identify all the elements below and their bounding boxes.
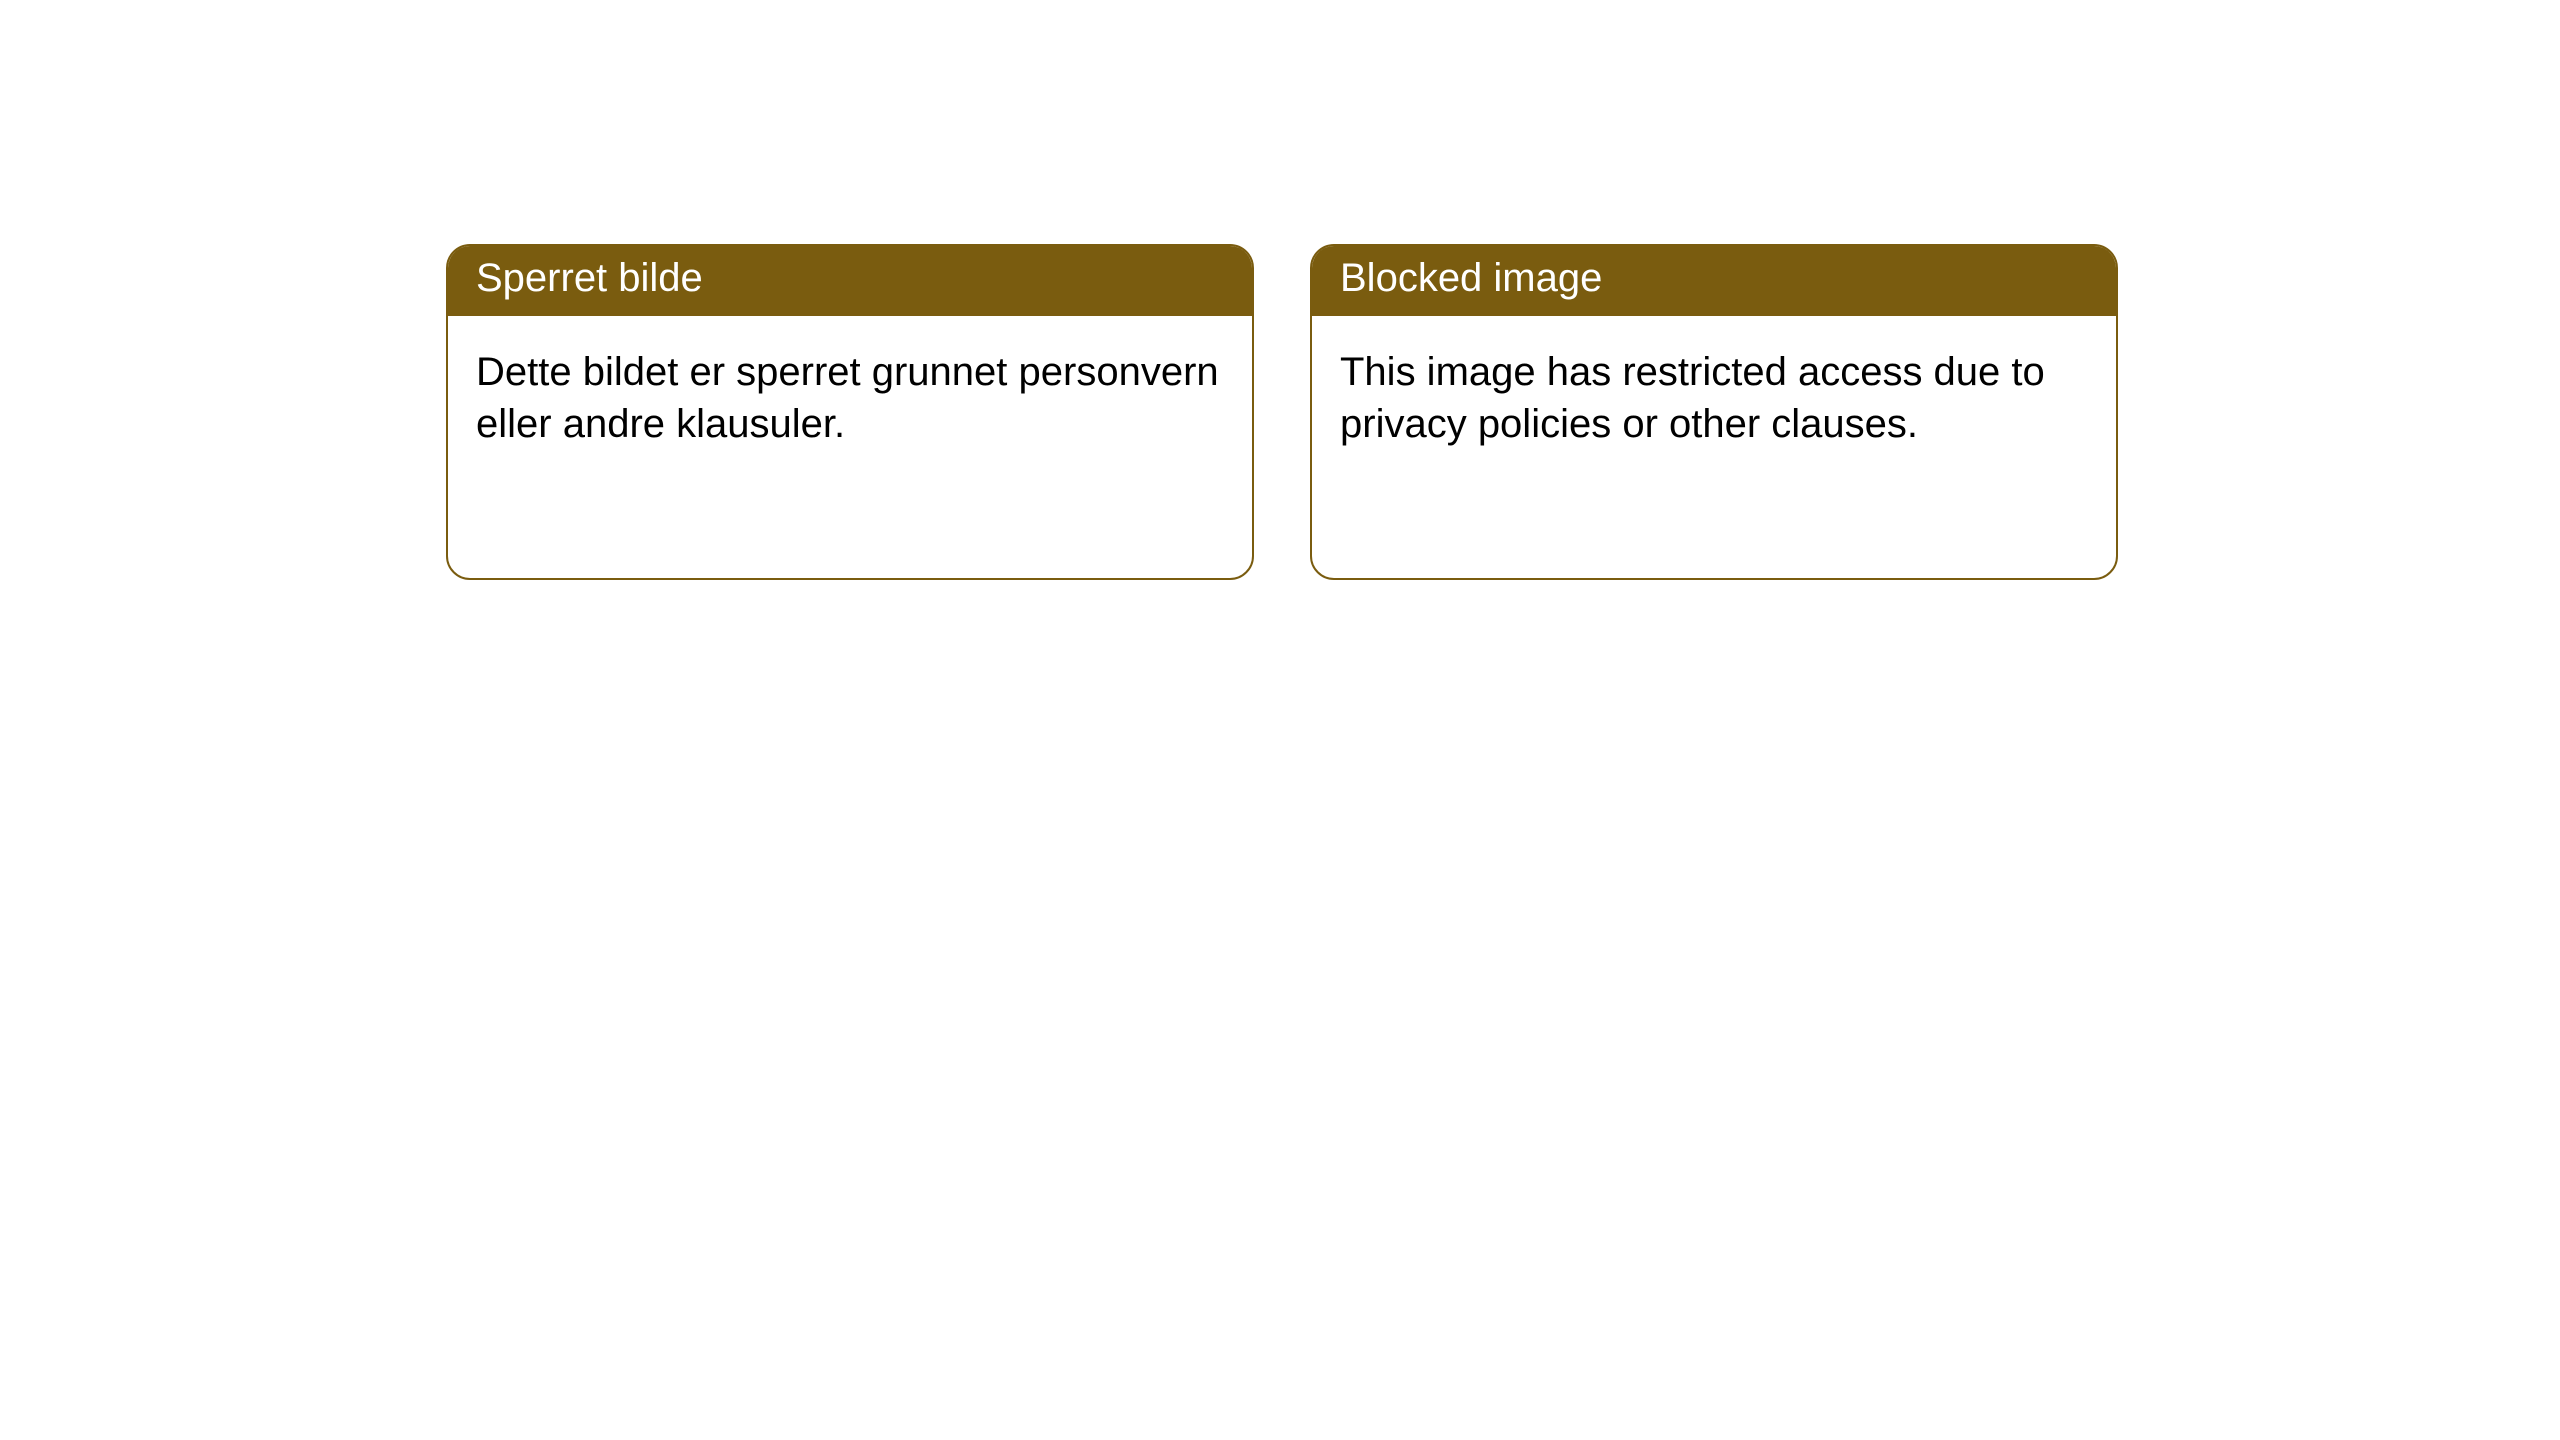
notice-title: Blocked image: [1312, 246, 2116, 316]
notice-body: Dette bildet er sperret grunnet personve…: [448, 316, 1252, 470]
notice-title: Sperret bilde: [448, 246, 1252, 316]
notices-container: Sperret bilde Dette bildet er sperret gr…: [0, 0, 2560, 580]
notice-body: This image has restricted access due to …: [1312, 316, 2116, 470]
notice-card-norwegian: Sperret bilde Dette bildet er sperret gr…: [446, 244, 1254, 580]
notice-card-english: Blocked image This image has restricted …: [1310, 244, 2118, 580]
